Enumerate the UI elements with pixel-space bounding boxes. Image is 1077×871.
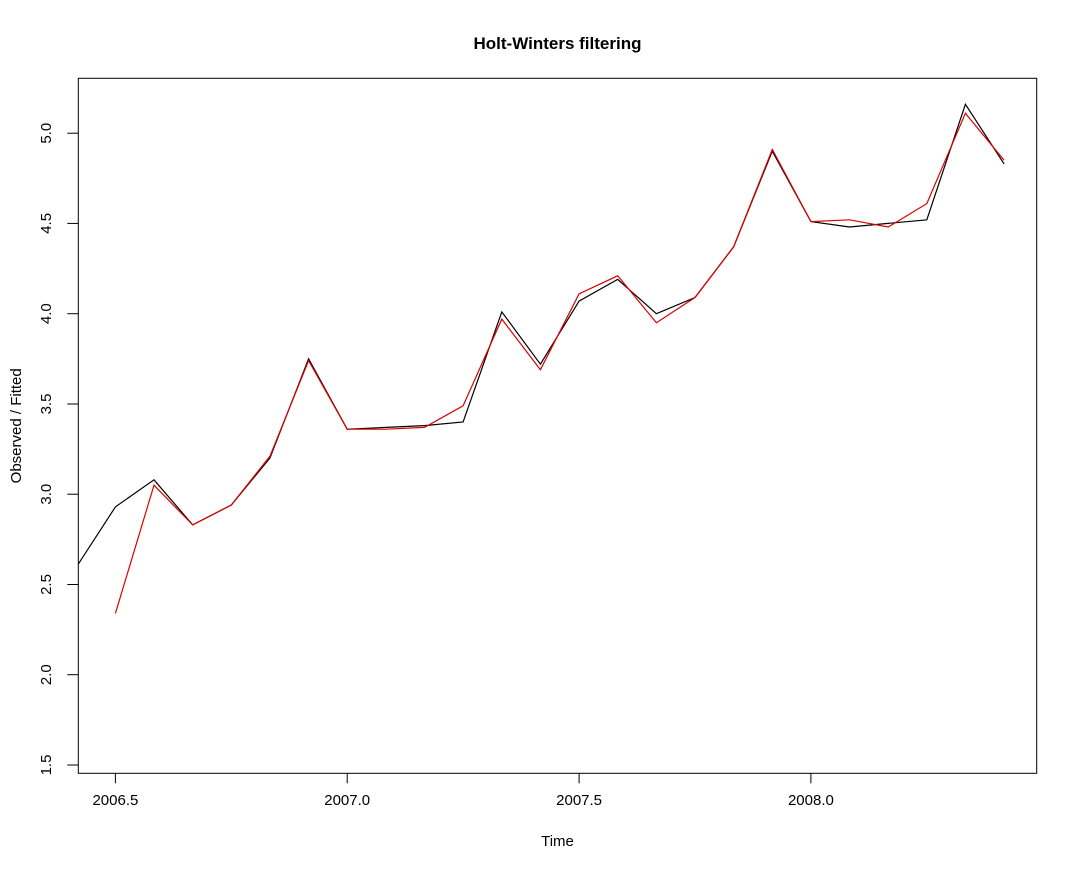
y-tick-label: 3.0 bbox=[38, 484, 55, 505]
y-tick-label: 4.0 bbox=[38, 303, 55, 324]
axis-ticks: 2006.5 2007.0 2007.5 2008.0 1.5 2.0 2.5 3.0 3.5 4… bbox=[38, 123, 834, 809]
x-axis-title: Time bbox=[541, 833, 574, 850]
x-tick-label: 2006.5 bbox=[92, 792, 138, 809]
y-tick-label: 5.0 bbox=[38, 123, 55, 144]
y-axis-title: Observed / Fitted bbox=[8, 368, 25, 483]
fitted-line bbox=[114, 112, 1005, 614]
series-group bbox=[78, 102, 1005, 614]
observed-line bbox=[78, 102, 1005, 566]
y-tick-label: 3.5 bbox=[38, 394, 55, 415]
plot-box bbox=[77, 77, 1038, 774]
x-tick-label: 2007.5 bbox=[556, 792, 602, 809]
y-tick-label: 1.5 bbox=[38, 755, 55, 776]
y-tick-label: 2.5 bbox=[38, 574, 55, 595]
y-tick-label: 4.5 bbox=[38, 213, 55, 234]
chart-title: Holt-Winters filtering bbox=[474, 34, 642, 53]
x-tick-label: 2008.0 bbox=[788, 792, 834, 809]
y-tick-label: 2.0 bbox=[38, 664, 55, 685]
x-tick-label: 2007.0 bbox=[324, 792, 370, 809]
